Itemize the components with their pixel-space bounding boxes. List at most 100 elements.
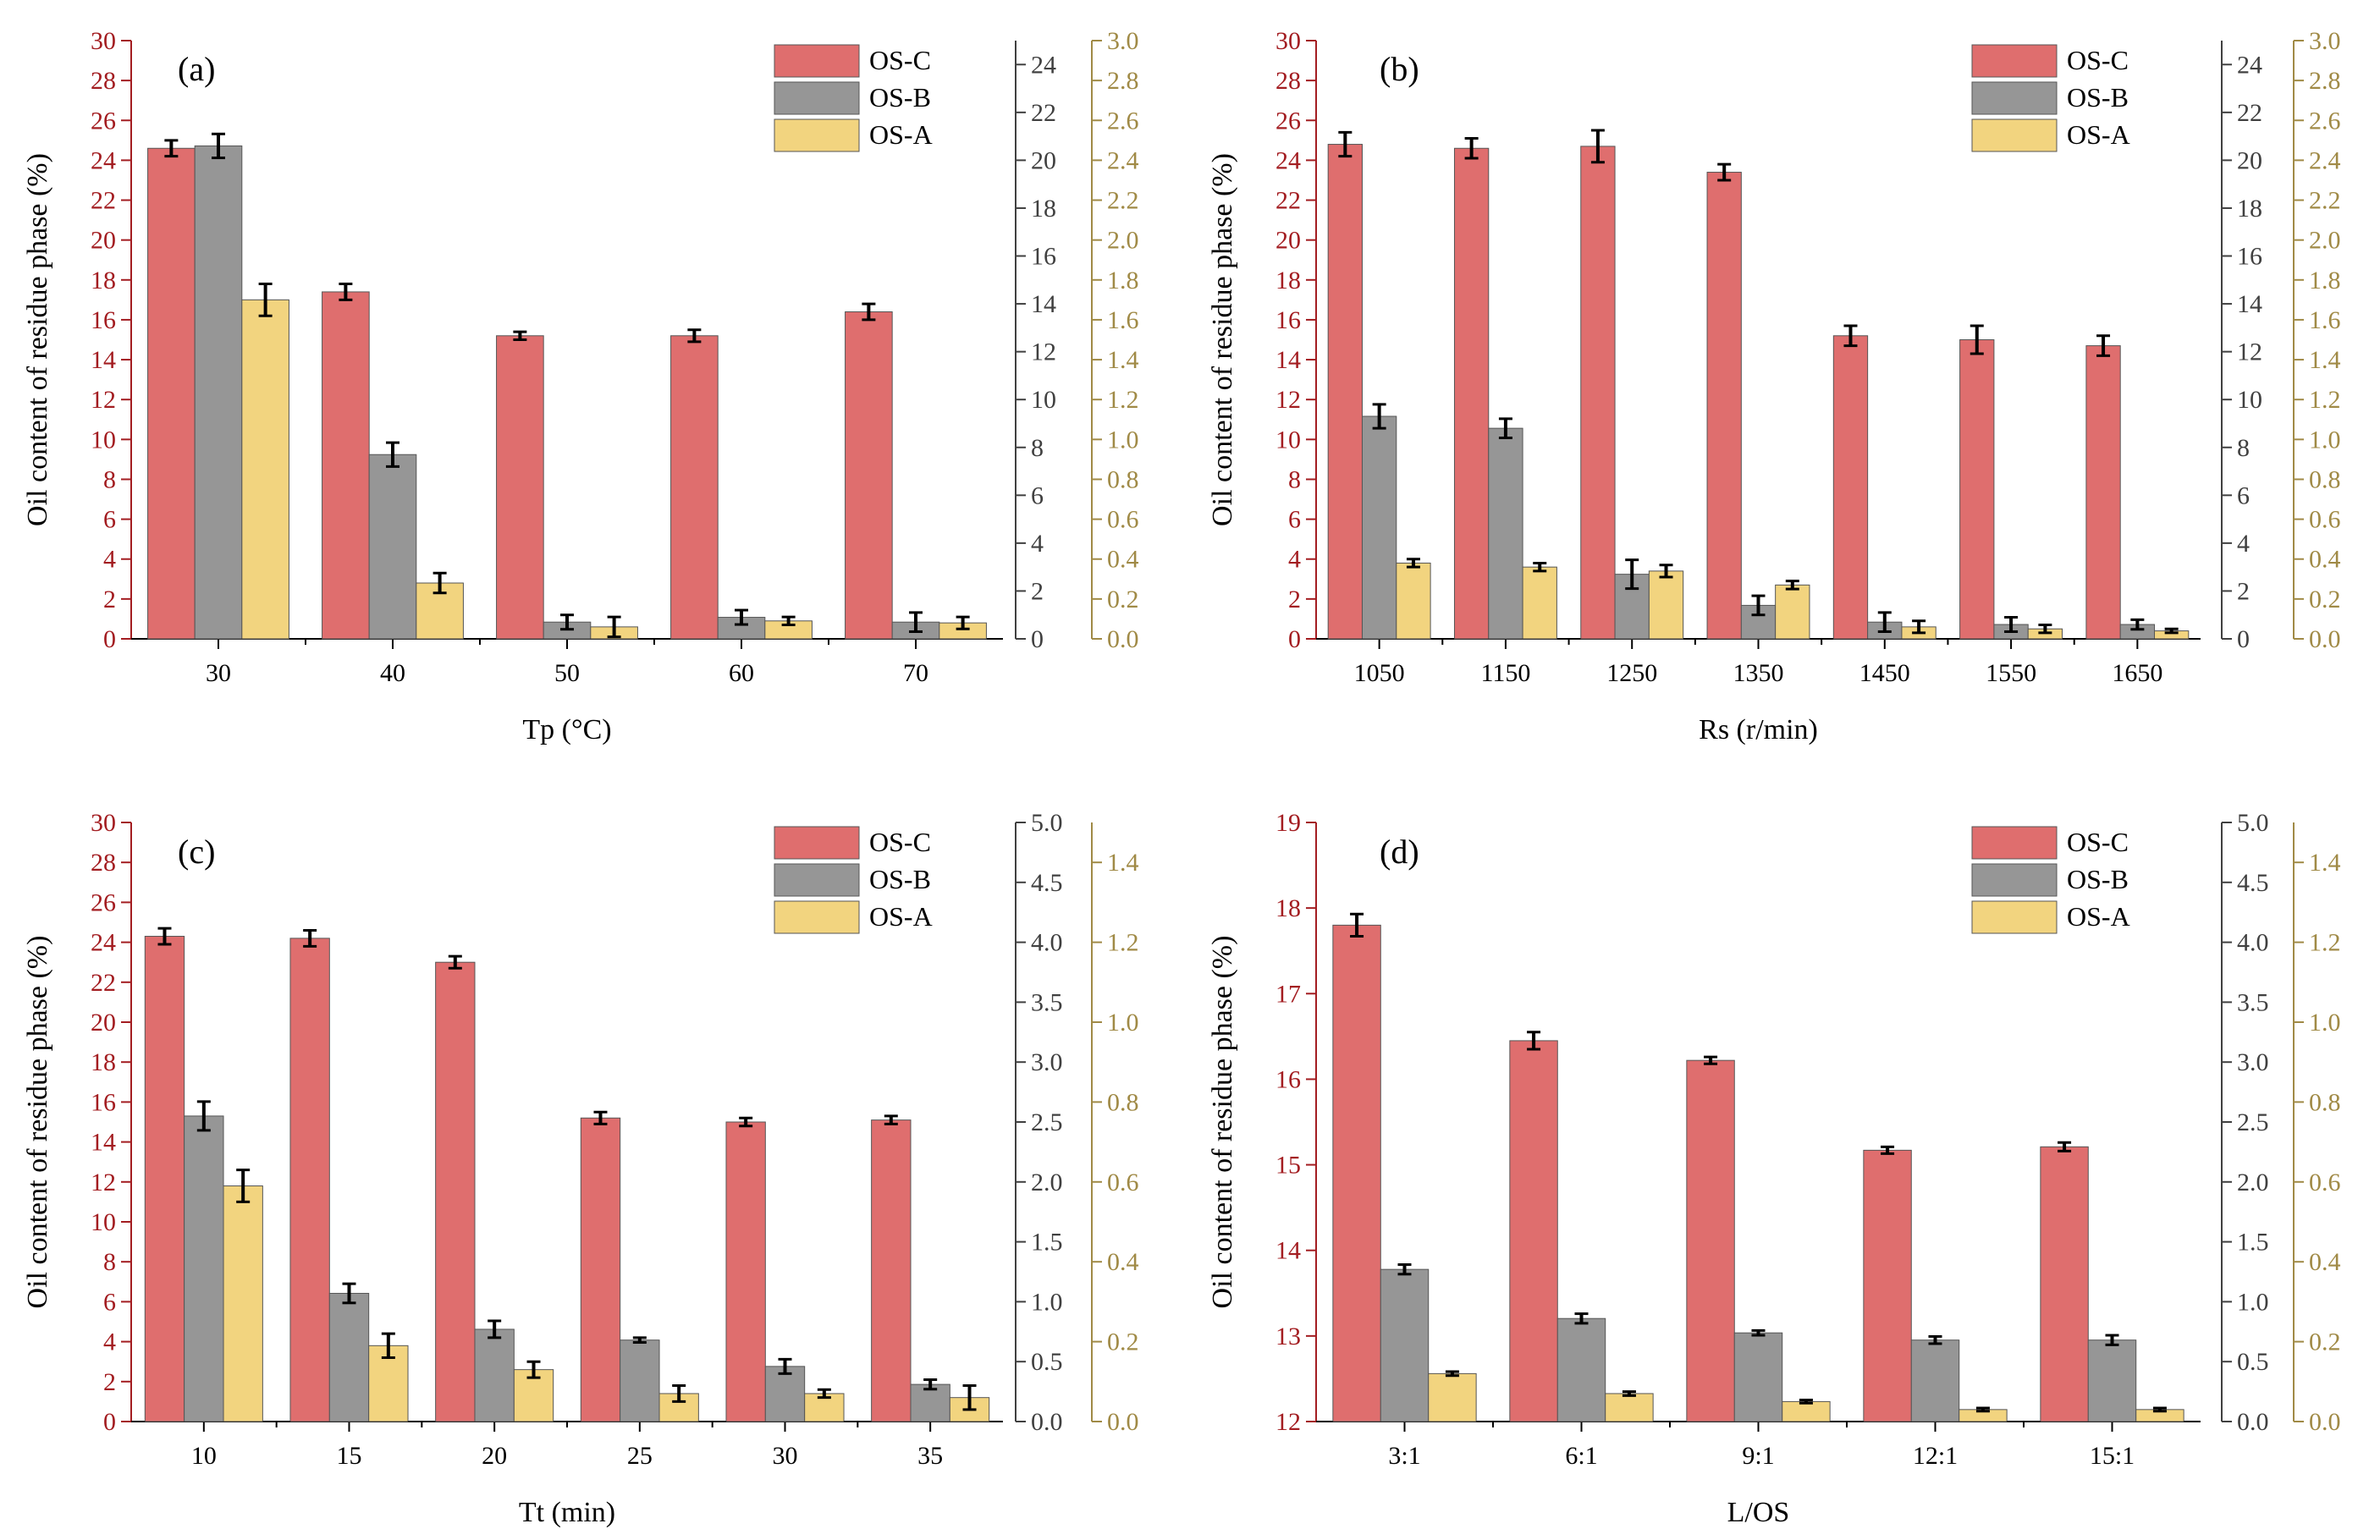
bar-os-c — [871, 1119, 912, 1422]
x-tick-label: 12:1 — [1913, 1442, 1958, 1470]
right-tick-label: 0.0 — [2309, 1408, 2341, 1436]
left-tick-label: 24 — [91, 929, 116, 957]
bar-os-c — [1686, 1059, 1735, 1422]
left-tick-label: 2 — [103, 586, 116, 613]
panel-label: (d) — [1380, 833, 1419, 871]
bar-os-b — [184, 1115, 224, 1422]
bar-os-b — [194, 145, 243, 640]
mid-tick-label: 10 — [2237, 386, 2262, 414]
left-tick-label: 14 — [1275, 346, 1301, 374]
mid-tick-label: 3.0 — [2237, 1048, 2269, 1076]
right-tick-label: 2.6 — [2309, 107, 2341, 135]
left-tick-label: 6 — [1288, 506, 1301, 534]
bar-os-a — [1782, 1400, 1831, 1422]
right-tick-label: 1.2 — [1107, 929, 1139, 957]
bar-os-c — [144, 936, 185, 1422]
mid-tick-label: 5.0 — [2237, 809, 2269, 837]
left-tick-label: 8 — [103, 1248, 116, 1276]
right-tick-label: 2.4 — [1107, 146, 1139, 174]
right-tick-label: 1.0 — [1107, 1009, 1139, 1037]
x-tick-label: 1550 — [1986, 659, 2036, 687]
legend-label: OS-C — [2067, 45, 2129, 75]
bar-os-c — [435, 961, 476, 1422]
mid-tick-label: 20 — [2237, 146, 2262, 174]
right-tick-label: 0.2 — [2309, 1328, 2341, 1356]
bar-os-a — [1428, 1372, 1477, 1422]
mid-tick-label: 3.5 — [1031, 988, 1063, 1016]
mid-tick-label: 0 — [1031, 625, 1044, 653]
left-tick-label: 8 — [1288, 465, 1301, 493]
mid-tick-label: 4.5 — [1031, 869, 1063, 897]
right-tick-label: 2.2 — [1107, 187, 1139, 215]
mid-tick-label: 1.5 — [1031, 1229, 1063, 1257]
mid-tick-label: 1.5 — [2237, 1229, 2269, 1257]
bar-os-a — [1396, 562, 1431, 640]
left-tick-label: 4 — [103, 546, 116, 574]
left-tick-label: 19 — [1275, 809, 1301, 837]
bar-os-c — [1509, 1040, 1558, 1422]
x-tick-label: 20 — [482, 1442, 507, 1470]
left-tick-label: 15 — [1275, 1152, 1301, 1180]
legend-label: OS-B — [869, 82, 931, 113]
right-tick-label: 0.8 — [1107, 465, 1139, 493]
right-tick-label: 0.0 — [2309, 625, 2341, 653]
y-axis-label: Oil content of residue phase (%) — [22, 936, 53, 1309]
legend-label: OS-B — [2067, 82, 2129, 113]
right-tick-label: 2.2 — [2309, 187, 2341, 215]
right-tick-label: 1.6 — [2309, 306, 2341, 334]
left-tick-label: 28 — [1275, 67, 1301, 95]
right-tick-label: 1.4 — [2309, 849, 2341, 877]
left-tick-label: 6 — [103, 1288, 116, 1316]
left-tick-label: 18 — [91, 1048, 116, 1076]
legend-swatch-os-c — [1971, 44, 2058, 78]
left-tick-label: 26 — [91, 888, 116, 916]
bar-os-c — [2085, 345, 2121, 640]
mid-tick-label: 2.5 — [1031, 1108, 1063, 1136]
bar-os-c — [845, 311, 893, 640]
x-tick-label: 50 — [554, 659, 580, 687]
legend-swatch-os-a — [774, 900, 860, 934]
left-tick-label: 10 — [91, 426, 116, 454]
y-axis-label: Oil content of residue phase (%) — [22, 153, 53, 526]
x-tick-label: 1650 — [2112, 659, 2162, 687]
mid-tick-label: 0.5 — [2237, 1348, 2269, 1376]
x-tick-label: 35 — [917, 1442, 943, 1470]
right-tick-label: 2.0 — [2309, 227, 2341, 255]
mid-tick-label: 8 — [1031, 434, 1044, 462]
x-tick-label: 1250 — [1606, 659, 1657, 687]
mid-tick-label: 6 — [1031, 481, 1044, 509]
mid-tick-label: 0.0 — [1031, 1408, 1063, 1436]
right-tick-label: 0.8 — [2309, 465, 2341, 493]
mid-tick-label: 18 — [1031, 195, 1056, 223]
bar-os-c — [1959, 339, 1995, 640]
bar-os-c — [1453, 147, 1490, 640]
right-tick-label: 1.4 — [1107, 849, 1139, 877]
left-tick-label: 10 — [1275, 426, 1301, 454]
y-axis-label: Oil content of residue phase (%) — [1207, 153, 1238, 526]
legend-swatch-os-c — [774, 44, 860, 78]
x-tick-label: 1150 — [1480, 659, 1530, 687]
bar-os-c — [725, 1121, 766, 1422]
right-tick-label: 0.8 — [1107, 1088, 1139, 1116]
mid-tick-label: 20 — [1031, 146, 1056, 174]
right-tick-label: 0.4 — [1107, 546, 1139, 574]
left-tick-label: 12 — [1275, 386, 1301, 414]
left-tick-label: 26 — [1275, 107, 1301, 135]
mid-tick-label: 8 — [2237, 434, 2250, 462]
x-tick-label: 3:1 — [1388, 1442, 1420, 1470]
mid-tick-label: 12 — [1031, 338, 1056, 366]
legend-label: OS-B — [869, 864, 931, 894]
right-tick-label: 2.0 — [1107, 227, 1139, 255]
x-tick-label: 1050 — [1354, 659, 1405, 687]
left-tick-label: 28 — [91, 849, 116, 877]
x-tick-label: 60 — [729, 659, 754, 687]
legend-label: OS-B — [2067, 864, 2129, 894]
x-tick-label: 15:1 — [2090, 1442, 2135, 1470]
right-tick-label: 0.2 — [1107, 586, 1139, 613]
left-tick-label: 12 — [1275, 1408, 1301, 1436]
legend-label: OS-A — [869, 901, 933, 932]
right-tick-label: 0.4 — [2309, 546, 2341, 574]
